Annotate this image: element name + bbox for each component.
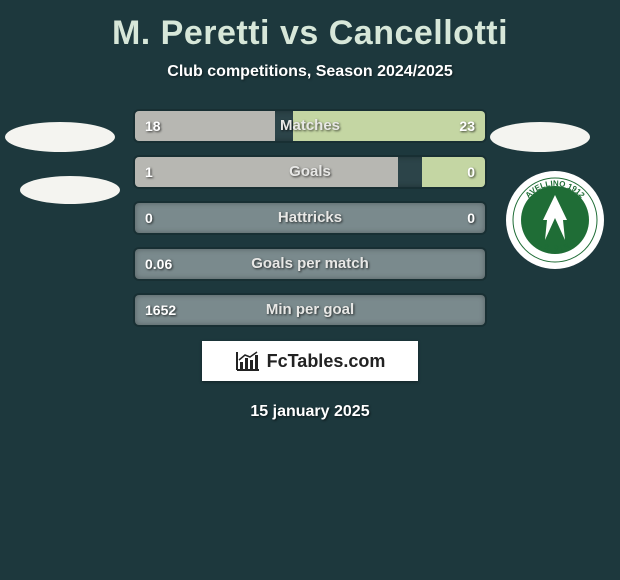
stat-bar-left	[135, 157, 398, 187]
player1-logo-shape-1	[5, 122, 115, 152]
svg-text:U . S . D I N O: U . S . D I N O	[533, 239, 578, 253]
stat-label: Matches	[280, 111, 340, 141]
player2-name: Cancellotti	[329, 14, 508, 52]
stat-value-right: 0	[467, 203, 475, 233]
watermark-chart-icon	[235, 350, 261, 372]
stat-bar-right	[422, 157, 485, 187]
snapshot-date: 15 january 2025	[0, 403, 620, 421]
svg-text:AVELLINO 1912: AVELLINO 1912	[524, 179, 587, 200]
player1-logo-shape-2	[20, 176, 120, 204]
stat-label: Min per goal	[266, 295, 354, 325]
club-badge-icon: AVELLINO 1912 U . S . D I N O	[505, 170, 605, 270]
player2-logo-shape-1	[490, 122, 590, 152]
stat-row: Hattricks 0 0	[135, 203, 485, 233]
stat-row: Matches 18 23	[135, 111, 485, 141]
player1-name: M. Peretti	[112, 14, 270, 52]
stat-label: Goals per match	[251, 249, 369, 279]
stat-value-left: 0	[145, 203, 153, 233]
stat-value-left: 1	[145, 157, 153, 187]
stat-row: Goals per match 0.06	[135, 249, 485, 279]
stat-label: Goals	[289, 157, 331, 187]
watermark: FcTables.com	[202, 341, 418, 381]
stat-label: Hattricks	[278, 203, 342, 233]
stat-value-right: 0	[467, 157, 475, 187]
vs-separator: vs	[280, 14, 319, 52]
stat-value-left: 18	[145, 111, 161, 141]
stat-value-left: 0.06	[145, 249, 172, 279]
subtitle: Club competitions, Season 2024/2025	[0, 63, 620, 81]
stat-value-right: 23	[459, 111, 475, 141]
stat-bars-container: Matches 18 23 Goals 1 0 Hattricks 0 0 Goals per m…	[135, 111, 485, 325]
watermark-text: FcTables.com	[267, 351, 386, 372]
stat-value-left: 1652	[145, 295, 176, 325]
stat-row: Goals 1 0	[135, 157, 485, 187]
comparison-title: M. Peretti vs Cancellotti	[0, 0, 620, 53]
stat-row: Min per goal 1652	[135, 295, 485, 325]
